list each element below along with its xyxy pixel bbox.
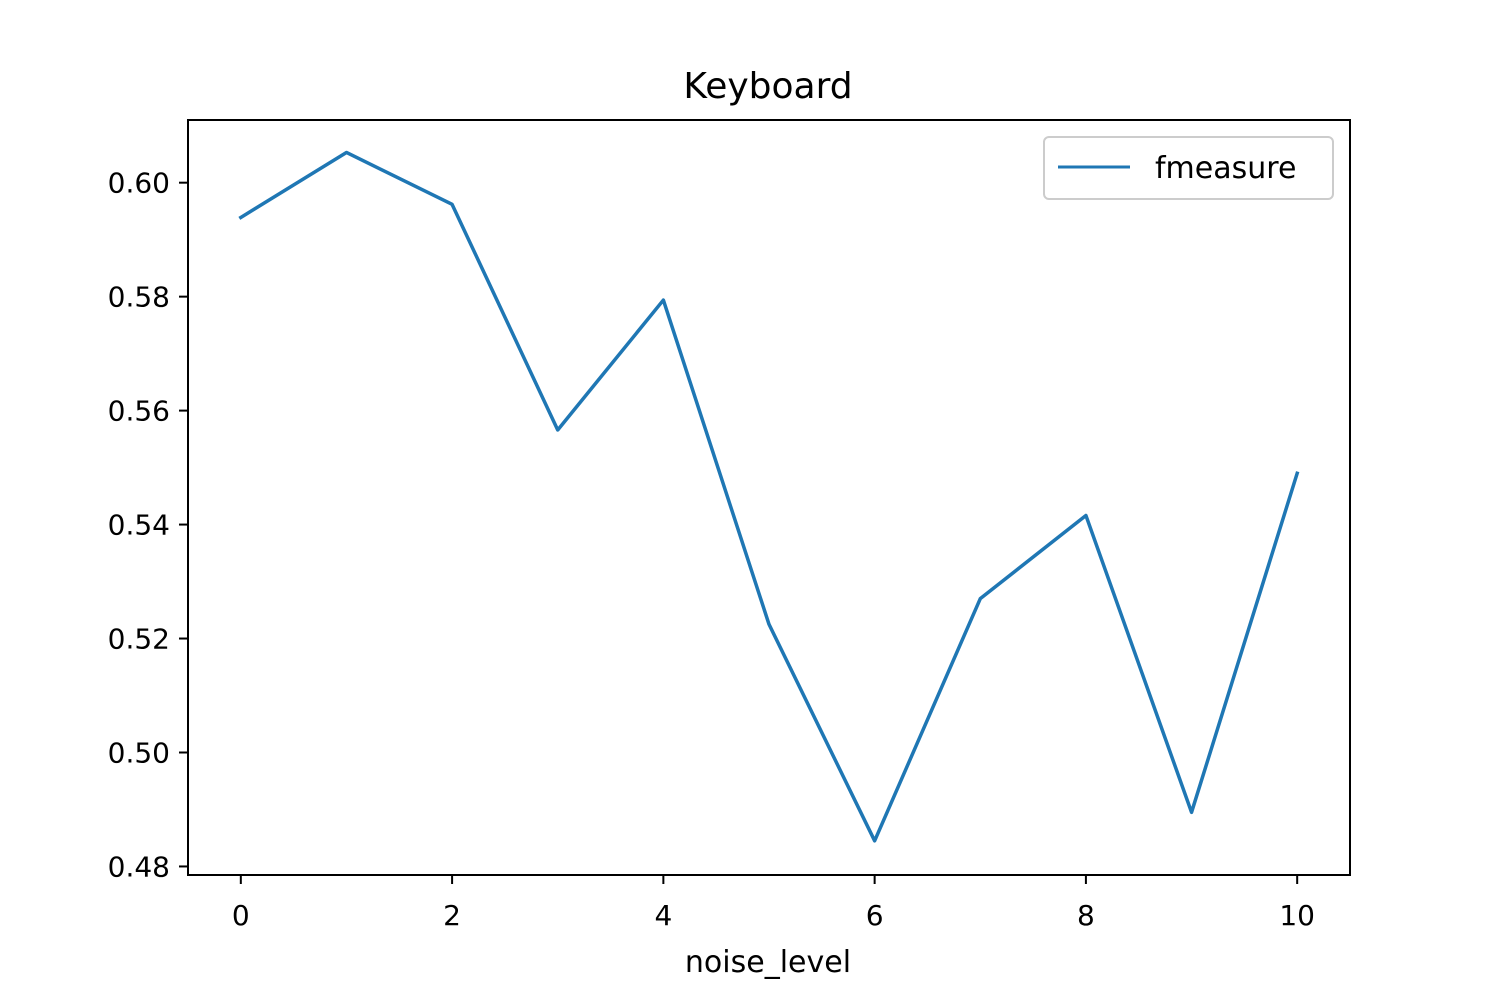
plot-frame <box>187 119 1351 876</box>
series-line-fmeasure <box>238 150 1300 843</box>
y-tick-label: 0.56 <box>108 395 170 428</box>
x-tick-label: 10 <box>1279 899 1315 932</box>
y-tick-label: 0.50 <box>108 736 170 769</box>
series-lines <box>238 150 1300 843</box>
x-axis-ticks: 0 2 4 6 8 10 <box>232 875 1315 932</box>
y-tick-label: 0.58 <box>108 281 170 314</box>
chart-title: Keyboard <box>683 66 852 107</box>
x-tick-label: 0 <box>232 899 250 932</box>
y-tick-label: 0.60 <box>108 167 170 200</box>
x-tick-label: 8 <box>1077 899 1095 932</box>
y-axis-ticks: 0.48 0.50 0.52 0.54 0.56 0.58 0.60 <box>108 167 188 883</box>
x-tick-label: 4 <box>654 899 672 932</box>
x-tick-label: 6 <box>866 899 884 932</box>
y-tick-label: 0.48 <box>108 850 170 883</box>
y-tick-label: 0.54 <box>108 509 170 542</box>
x-axis-label: noise_level <box>685 945 851 980</box>
legend-frame <box>1043 136 1334 200</box>
y-tick-label: 0.52 <box>108 623 170 656</box>
legend-label-fmeasure: fmeasure <box>1155 151 1296 186</box>
legend: fmeasure <box>1043 136 1334 200</box>
x-tick-label: 2 <box>443 899 461 932</box>
